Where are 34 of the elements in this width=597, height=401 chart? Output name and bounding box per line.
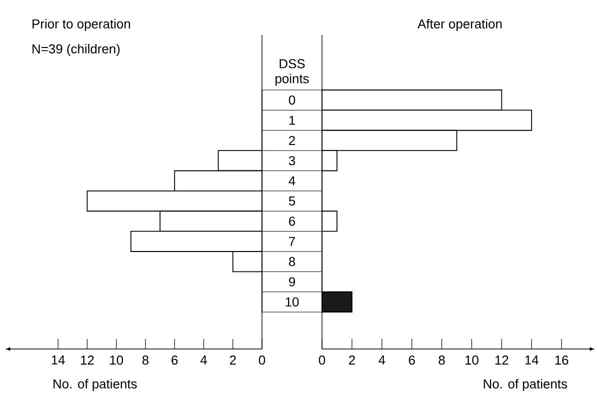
y-tick-label: 6 <box>289 216 296 226</box>
y-tick-label: 5 <box>288 196 296 206</box>
x-tick-label: 12 <box>80 356 94 365</box>
x-tick-label: 6 <box>172 356 178 365</box>
x-tick-label: 8 <box>142 356 149 365</box>
y-tick-label: 8 <box>288 257 296 266</box>
chart-title: Prior to operation <box>32 18 130 32</box>
x-tick-label: 0 <box>258 356 266 365</box>
x-tick-label: 2 <box>230 356 236 365</box>
y-tick-label: 2 <box>289 136 295 145</box>
x-tick-label: 4 <box>200 356 207 364</box>
x-tick-label: 12 <box>495 356 508 365</box>
y-tick-label: 9 <box>289 277 295 286</box>
x-tick-label: 10 <box>466 356 478 365</box>
x-axis-title: No. of patients <box>484 378 568 392</box>
x-axis-title: No. of patients <box>54 378 137 392</box>
x-tick-label: 14 <box>52 356 65 364</box>
x-tick-label: 14 <box>525 356 538 364</box>
x-tick-label: 4 <box>378 356 386 364</box>
y-tick-label: 0 <box>288 96 296 105</box>
y-tick-label: 1 <box>289 116 295 125</box>
y-axis-title: DSS points <box>276 59 309 86</box>
x-tick-label: 10 <box>110 356 124 365</box>
y-tick-label: 3 <box>288 156 296 166</box>
y-tick-label: 4 <box>288 176 296 186</box>
y-tick-label: 7 <box>289 236 295 246</box>
chart-title: After operation <box>418 18 502 32</box>
chart-subtitle: N=39 (children) <box>32 44 120 56</box>
x-tick-label: 2 <box>349 356 355 365</box>
y-tick-label: 10 <box>286 297 299 307</box>
x-tick-label: 16 <box>555 356 568 365</box>
x-tick-label: 0 <box>318 356 326 365</box>
x-tick-label: 6 <box>408 356 415 365</box>
x-tick-label: 8 <box>438 356 445 365</box>
